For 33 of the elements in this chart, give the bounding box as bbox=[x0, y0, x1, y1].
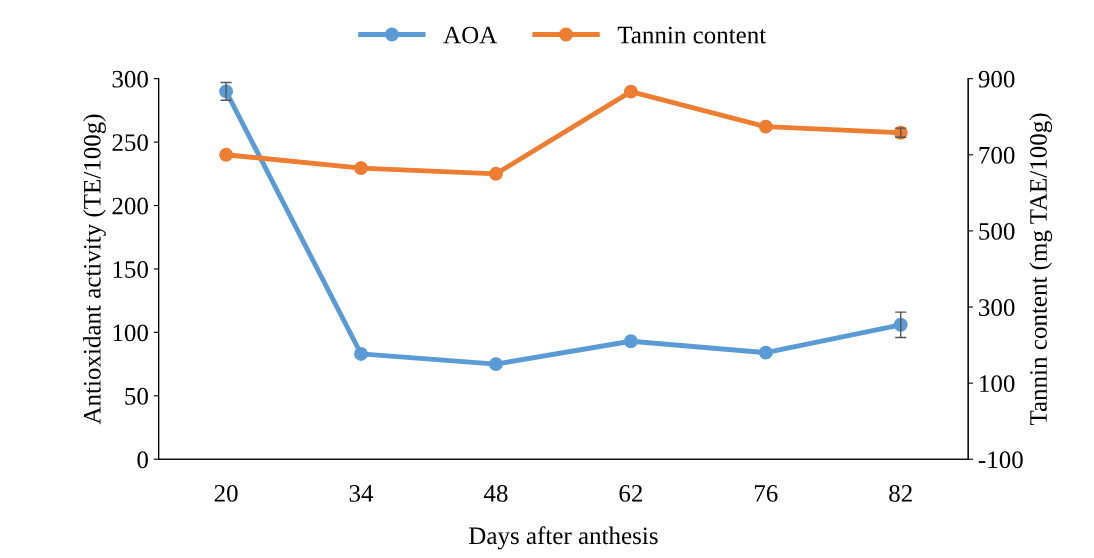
y2-tick-label: 700 bbox=[979, 146, 1015, 164]
x-tick-label: 76 bbox=[754, 485, 778, 502]
y2-tick-label: 500 bbox=[979, 222, 1015, 240]
x-tick-label: 82 bbox=[889, 484, 912, 502]
point bbox=[623, 84, 638, 99]
point bbox=[354, 161, 368, 176]
point bbox=[489, 166, 503, 181]
legend-label: AOA bbox=[443, 26, 498, 44]
point bbox=[354, 347, 368, 361]
y2-tick-label: 100 bbox=[980, 375, 1015, 393]
y2-tick-label: 300 bbox=[979, 299, 1015, 316]
point bbox=[489, 357, 503, 372]
point bbox=[758, 119, 773, 134]
y2-tick-label: 900 bbox=[978, 70, 1015, 88]
x-tick-label: 34 bbox=[349, 485, 374, 502]
y-tick-label: 150 bbox=[113, 261, 148, 278]
y-axis-title: Antioxidant activity (TE/100g) bbox=[83, 114, 106, 425]
x-tick-label: 62 bbox=[619, 485, 642, 502]
y-tick-label: 50 bbox=[125, 387, 148, 405]
y-tick-label: 250 bbox=[112, 134, 148, 152]
y-tick-label: 200 bbox=[112, 197, 148, 215]
legend-label: Tannin content bbox=[617, 26, 767, 44]
point bbox=[623, 334, 638, 349]
y2-axis-title: Tannin content (mg TAE/100g) bbox=[1029, 113, 1053, 426]
x-axis-title: Days after anthesis bbox=[469, 526, 658, 550]
x-tick-label: 48 bbox=[483, 484, 508, 502]
y-tick-label: 0 bbox=[137, 451, 148, 469]
y2-tick-label: -100 bbox=[978, 451, 1023, 469]
y-tick-label: 300 bbox=[112, 70, 148, 88]
point bbox=[758, 345, 773, 360]
y-tick-label: 100 bbox=[113, 324, 148, 342]
point bbox=[219, 147, 234, 162]
x-tick-label: 20 bbox=[214, 484, 238, 502]
